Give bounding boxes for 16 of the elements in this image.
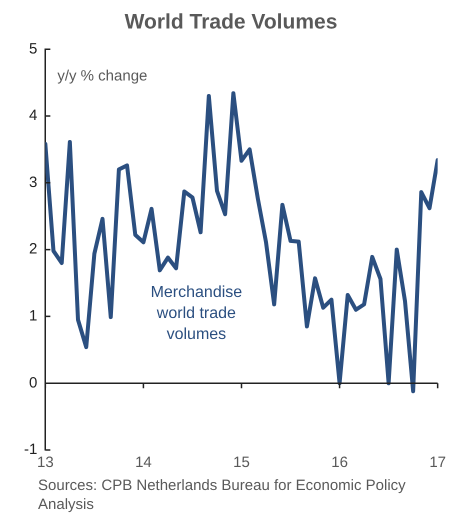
y-tick-label: 5: [28, 40, 38, 58]
y-tick-label: 2: [28, 240, 38, 258]
x-tick-label: 17: [429, 454, 446, 472]
y-tick-label: 0: [28, 374, 38, 392]
y-tick-label: 3: [28, 174, 38, 191]
y-tick-label: 1: [28, 308, 38, 325]
x-tick-label: 16: [331, 454, 348, 472]
series-label: Merchandise world trade volumes: [150, 284, 242, 344]
y-tick-label: -1: [24, 441, 38, 458]
x-tick-label: 14: [135, 454, 152, 472]
source-note: Sources: CPB Netherlands Bureau for Economic Policy Analysis: [38, 476, 407, 514]
y-tick-label: 4: [28, 107, 38, 124]
x-tick-label: 15: [233, 454, 250, 472]
x-tick-label: 13: [36, 454, 54, 472]
chart-title: World Trade Volumes: [124, 10, 338, 34]
y-axis-title: y/y % change: [57, 67, 148, 84]
